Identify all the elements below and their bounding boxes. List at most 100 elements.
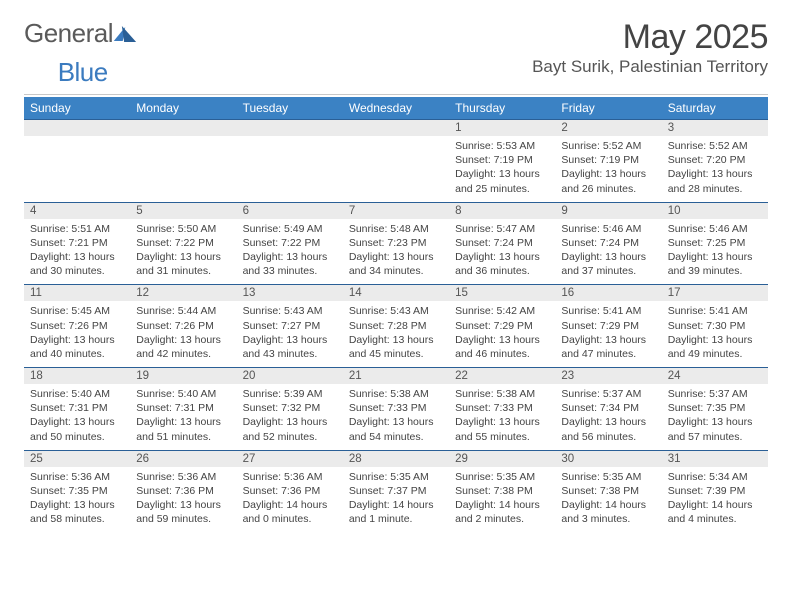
day-number-cell: 24: [662, 368, 768, 385]
day-info-cell: Sunrise: 5:50 AMSunset: 7:22 PMDaylight:…: [130, 219, 236, 285]
sunrise-line: Sunrise: 5:38 AM: [455, 387, 549, 401]
sunrise-line: Sunrise: 5:40 AM: [136, 387, 230, 401]
day-info-cell: Sunrise: 5:40 AMSunset: 7:31 PMDaylight:…: [130, 384, 236, 450]
sunrise-line: Sunrise: 5:40 AM: [30, 387, 124, 401]
weekday-mon: Monday: [130, 97, 236, 120]
daylight-line: Daylight: 13 hours and 58 minutes.: [30, 498, 124, 526]
day-number-cell: 31: [662, 450, 768, 467]
day-info-cell: Sunrise: 5:53 AMSunset: 7:19 PMDaylight:…: [449, 136, 555, 202]
daylight-line: Daylight: 13 hours and 34 minutes.: [349, 250, 443, 278]
sunrise-line: Sunrise: 5:50 AM: [136, 222, 230, 236]
day-info-row: Sunrise: 5:40 AMSunset: 7:31 PMDaylight:…: [24, 384, 768, 450]
sunset-line: Sunset: 7:39 PM: [668, 484, 762, 498]
day-info-row: Sunrise: 5:53 AMSunset: 7:19 PMDaylight:…: [24, 136, 768, 202]
daylight-line: Daylight: 14 hours and 1 minute.: [349, 498, 443, 526]
sunrise-line: Sunrise: 5:36 AM: [30, 470, 124, 484]
daylight-line: Daylight: 13 hours and 55 minutes.: [455, 415, 549, 443]
calendar-table: Sunday Monday Tuesday Wednesday Thursday…: [24, 97, 768, 532]
sunrise-line: Sunrise: 5:34 AM: [668, 470, 762, 484]
daylight-line: Daylight: 14 hours and 0 minutes.: [243, 498, 337, 526]
day-info-cell: Sunrise: 5:49 AMSunset: 7:22 PMDaylight:…: [237, 219, 343, 285]
daylight-line: Daylight: 13 hours and 54 minutes.: [349, 415, 443, 443]
daylight-line: Daylight: 13 hours and 56 minutes.: [561, 415, 655, 443]
weekday-header-row: Sunday Monday Tuesday Wednesday Thursday…: [24, 97, 768, 120]
sunset-line: Sunset: 7:33 PM: [455, 401, 549, 415]
day-number-cell: 10: [662, 202, 768, 219]
daylight-line: Daylight: 13 hours and 57 minutes.: [668, 415, 762, 443]
sunrise-line: Sunrise: 5:45 AM: [30, 304, 124, 318]
sunset-line: Sunset: 7:21 PM: [30, 236, 124, 250]
sunrise-line: Sunrise: 5:41 AM: [668, 304, 762, 318]
day-info-cell: Sunrise: 5:40 AMSunset: 7:31 PMDaylight:…: [24, 384, 130, 450]
daylight-line: Daylight: 13 hours and 33 minutes.: [243, 250, 337, 278]
sunrise-line: Sunrise: 5:46 AM: [561, 222, 655, 236]
sunset-line: Sunset: 7:36 PM: [243, 484, 337, 498]
sunrise-line: Sunrise: 5:47 AM: [455, 222, 549, 236]
day-info-cell: [237, 136, 343, 202]
daylight-line: Daylight: 13 hours and 37 minutes.: [561, 250, 655, 278]
weekday-sun: Sunday: [24, 97, 130, 120]
sunrise-line: Sunrise: 5:36 AM: [243, 470, 337, 484]
day-info-cell: Sunrise: 5:37 AMSunset: 7:35 PMDaylight:…: [662, 384, 768, 450]
sunrise-line: Sunrise: 5:36 AM: [136, 470, 230, 484]
weekday-thu: Thursday: [449, 97, 555, 120]
day-number-cell: 9: [555, 202, 661, 219]
sunset-line: Sunset: 7:37 PM: [349, 484, 443, 498]
day-number-cell: 25: [24, 450, 130, 467]
sunset-line: Sunset: 7:26 PM: [30, 319, 124, 333]
sunset-line: Sunset: 7:19 PM: [561, 153, 655, 167]
day-number-cell: 23: [555, 368, 661, 385]
day-number-cell: 27: [237, 450, 343, 467]
day-number-cell: 1: [449, 120, 555, 137]
day-number-cell: 12: [130, 285, 236, 302]
weekday-wed: Wednesday: [343, 97, 449, 120]
sunset-line: Sunset: 7:29 PM: [561, 319, 655, 333]
sunset-line: Sunset: 7:24 PM: [455, 236, 549, 250]
day-info-cell: Sunrise: 5:44 AMSunset: 7:26 PMDaylight:…: [130, 301, 236, 367]
logo-triangle2-icon: [122, 26, 136, 42]
sunrise-line: Sunrise: 5:44 AM: [136, 304, 230, 318]
day-info-cell: Sunrise: 5:39 AMSunset: 7:32 PMDaylight:…: [237, 384, 343, 450]
daylight-line: Daylight: 13 hours and 51 minutes.: [136, 415, 230, 443]
day-number-cell: [130, 120, 236, 137]
day-info-cell: Sunrise: 5:36 AMSunset: 7:36 PMDaylight:…: [237, 467, 343, 533]
sunrise-line: Sunrise: 5:43 AM: [349, 304, 443, 318]
title-block: May 2025 Bayt Surik, Palestinian Territo…: [532, 18, 768, 77]
day-info-cell: Sunrise: 5:52 AMSunset: 7:20 PMDaylight:…: [662, 136, 768, 202]
brand-logo: General: [24, 18, 135, 49]
day-info-cell: Sunrise: 5:38 AMSunset: 7:33 PMDaylight:…: [449, 384, 555, 450]
day-info-cell: Sunrise: 5:52 AMSunset: 7:19 PMDaylight:…: [555, 136, 661, 202]
sunset-line: Sunset: 7:24 PM: [561, 236, 655, 250]
day-number-cell: 15: [449, 285, 555, 302]
header-divider: [24, 94, 768, 95]
day-number-cell: 5: [130, 202, 236, 219]
day-info-cell: [130, 136, 236, 202]
day-info-cell: Sunrise: 5:43 AMSunset: 7:28 PMDaylight:…: [343, 301, 449, 367]
sunset-line: Sunset: 7:28 PM: [349, 319, 443, 333]
daylight-line: Daylight: 13 hours and 59 minutes.: [136, 498, 230, 526]
sunset-line: Sunset: 7:29 PM: [455, 319, 549, 333]
daylight-line: Daylight: 13 hours and 28 minutes.: [668, 167, 762, 195]
sunrise-line: Sunrise: 5:37 AM: [561, 387, 655, 401]
day-info-cell: [343, 136, 449, 202]
daylight-line: Daylight: 13 hours and 42 minutes.: [136, 333, 230, 361]
day-info-cell: Sunrise: 5:35 AMSunset: 7:38 PMDaylight:…: [449, 467, 555, 533]
sunset-line: Sunset: 7:25 PM: [668, 236, 762, 250]
day-number-cell: 8: [449, 202, 555, 219]
location-subtitle: Bayt Surik, Palestinian Territory: [532, 57, 768, 77]
sunset-line: Sunset: 7:35 PM: [668, 401, 762, 415]
day-number-cell: 20: [237, 368, 343, 385]
sunset-line: Sunset: 7:19 PM: [455, 153, 549, 167]
day-info-row: Sunrise: 5:45 AMSunset: 7:26 PM Daylight:…: [24, 301, 768, 367]
day-info-cell: Sunrise: 5:35 AMSunset: 7:37 PMDaylight:…: [343, 467, 449, 533]
day-info-cell: Sunrise: 5:35 AMSunset: 7:38 PMDaylight:…: [555, 467, 661, 533]
day-number-cell: 28: [343, 450, 449, 467]
day-info-cell: Sunrise: 5:47 AMSunset: 7:24 PMDaylight:…: [449, 219, 555, 285]
day-info-cell: Sunrise: 5:38 AMSunset: 7:33 PMDaylight:…: [343, 384, 449, 450]
day-number-row: 11121314151617: [24, 285, 768, 302]
sunrise-line: Sunrise: 5:51 AM: [30, 222, 124, 236]
day-number-cell: [343, 120, 449, 137]
day-number-cell: 2: [555, 120, 661, 137]
sunrise-line: Sunrise: 5:49 AM: [243, 222, 337, 236]
day-number-row: 123: [24, 120, 768, 137]
